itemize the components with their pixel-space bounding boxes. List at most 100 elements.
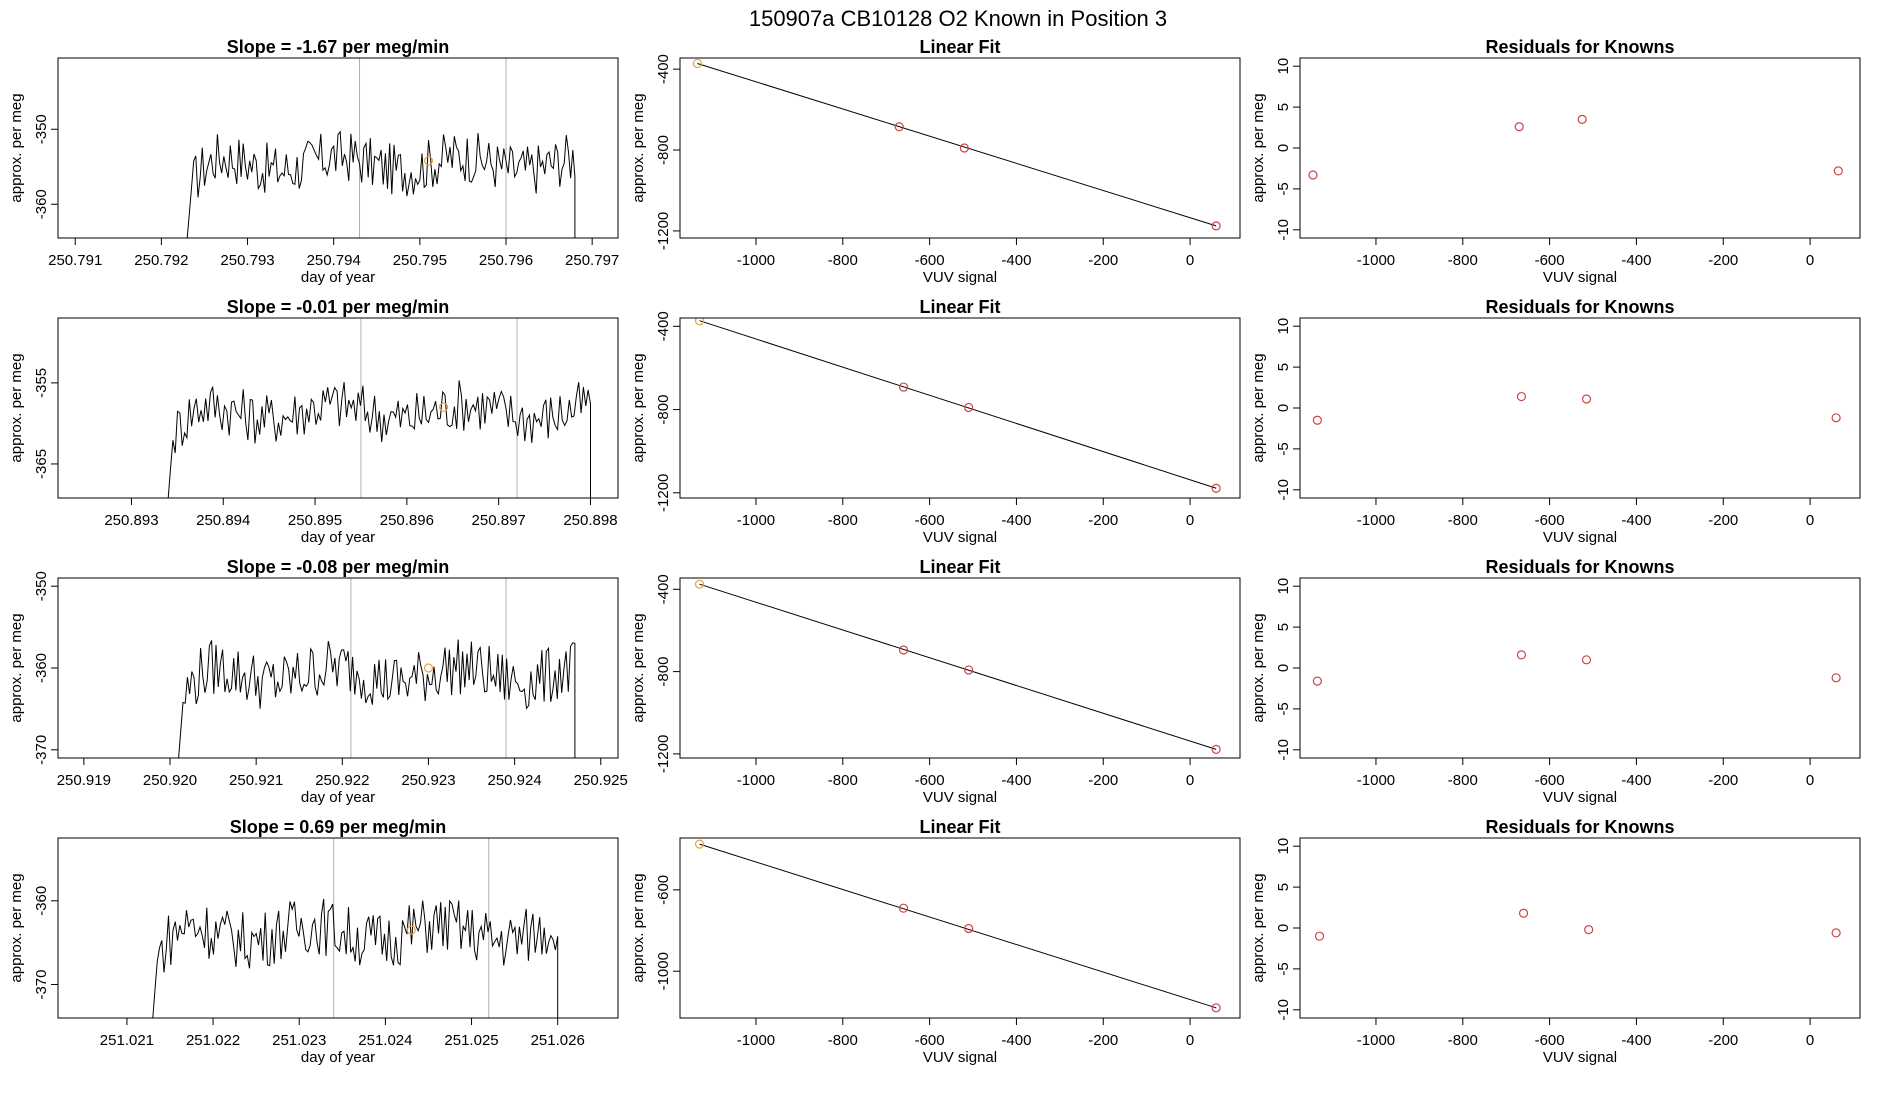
x-axis-label: VUV signal xyxy=(923,1049,997,1066)
y-axis-label: approx. per meg xyxy=(8,613,25,722)
x-tick-label: 250.923 xyxy=(401,772,455,789)
x-tick-label: -1000 xyxy=(1357,512,1395,529)
x-tick-label: 0 xyxy=(1186,252,1194,269)
x-tick-label: 250.894 xyxy=(196,512,250,529)
y-tick-label: -5 xyxy=(1275,702,1292,715)
y-axis-label: approx. per meg xyxy=(1250,93,1267,202)
x-tick-label: -200 xyxy=(1088,1032,1118,1049)
residual-point xyxy=(1516,650,1526,660)
plot-grid: Slope = -1.67 per meg/min 250.791 250.792 2… xyxy=(8,37,1861,1066)
x-tick-label: -600 xyxy=(1535,1032,1565,1049)
y-tick-label: 0 xyxy=(1275,404,1292,412)
y-axis-label: approx. per meg xyxy=(630,93,647,202)
y-tick-label: -600 xyxy=(655,875,672,905)
y-axis-label: approx. per meg xyxy=(630,353,647,462)
x-tick-label: -400 xyxy=(1621,252,1651,269)
y-tick-label: 0 xyxy=(1275,664,1292,672)
x-tick-label: 250.898 xyxy=(563,512,617,529)
y-tick-label: -370 xyxy=(33,969,50,999)
y-tick-label: -360 xyxy=(33,189,50,219)
plot-area xyxy=(694,318,1221,493)
residuals-panel-4: Residuals for Knowns-1000 -800 -600 -400 -20… xyxy=(1250,817,1861,1066)
x-axis-label: VUV signal xyxy=(1543,529,1617,546)
data-point xyxy=(692,58,702,69)
x-tick-label: -200 xyxy=(1708,1032,1738,1049)
residual-point xyxy=(1314,931,1325,941)
y-tick-label: -1200 xyxy=(655,212,672,250)
x-tick-label: -1000 xyxy=(1357,772,1395,789)
x-tick-label: -200 xyxy=(1088,512,1118,529)
x-tick-label: -1000 xyxy=(1357,252,1395,269)
x-axis-label: VUV signal xyxy=(1543,269,1617,286)
x-tick-label: 250.920 xyxy=(143,772,197,789)
x-tick-label: -400 xyxy=(1001,512,1031,529)
x-tick-label: 250.795 xyxy=(393,252,447,269)
x-tick-label: -600 xyxy=(915,772,945,789)
x-tick-label: -600 xyxy=(915,252,945,269)
x-tick-label: -800 xyxy=(1448,252,1478,269)
x-tick-label: -800 xyxy=(828,1032,858,1049)
residual-point xyxy=(1516,391,1526,402)
x-axis-label: VUV signal xyxy=(923,529,997,546)
x-tick-label: 251.025 xyxy=(444,1032,498,1049)
y-tick-label: -400 xyxy=(655,54,672,84)
y-tick-label: -360 xyxy=(33,886,50,916)
x-axis-label: VUV signal xyxy=(923,269,997,286)
linear-fit-panel-4: Linear Fit -1000 -800 -600 -400 -200 0 -600 -100… xyxy=(630,817,1241,1066)
residual-point xyxy=(1831,673,1841,683)
time-series-panel-3: Slope = -0.08 per meg/min 250.919 250.920 2… xyxy=(8,557,628,806)
y-tick-label: -355 xyxy=(33,368,50,398)
y-tick-label: -1200 xyxy=(655,474,672,512)
x-tick-label: 251.026 xyxy=(531,1032,585,1049)
x-tick-label: -400 xyxy=(1621,512,1651,529)
y-tick-label: -5 xyxy=(1275,182,1292,195)
x-tick-label: 250.893 xyxy=(104,512,158,529)
y-tick-label: -800 xyxy=(655,395,672,425)
figure-title: 150907a CB10128 O2 Known in Position 3 xyxy=(749,6,1167,31)
panel-title: Linear Fit xyxy=(919,817,1000,837)
x-tick-label: 251.023 xyxy=(272,1032,326,1049)
x-tick-label: 250.895 xyxy=(288,512,342,529)
x-tick-label: -1000 xyxy=(737,512,775,529)
data-point xyxy=(898,903,909,913)
plot-frame xyxy=(57,57,619,239)
x-tick-label: -600 xyxy=(1535,772,1565,789)
panel-title: Linear Fit xyxy=(919,557,1000,577)
fit-line xyxy=(699,320,1217,489)
x-tick-label: -200 xyxy=(1088,252,1118,269)
y-tick-label: 0 xyxy=(1275,924,1292,932)
y-tick-label: -5 xyxy=(1275,442,1292,455)
x-tick-label: 250.791 xyxy=(48,252,102,269)
y-tick-label: -350 xyxy=(33,114,50,144)
x-tick-label: 250.922 xyxy=(315,772,369,789)
x-axis-label: day of year xyxy=(301,789,375,806)
x-tick-label: 250.919 xyxy=(57,772,111,789)
plot-frame xyxy=(1299,317,1861,499)
data-point xyxy=(964,402,974,413)
y-tick-label: -400 xyxy=(655,574,672,604)
y-tick-label: -10 xyxy=(1275,479,1292,501)
plot-frame xyxy=(1299,577,1861,759)
x-tick-label: 0 xyxy=(1806,772,1814,789)
known-point-marker xyxy=(406,925,416,935)
x-tick-label: -1000 xyxy=(737,1032,775,1049)
plot-frame xyxy=(57,577,619,759)
time-series-line xyxy=(186,130,576,238)
data-point xyxy=(1211,221,1221,231)
x-tick-label: -800 xyxy=(1448,772,1478,789)
time-series-line xyxy=(178,639,576,758)
data-point xyxy=(959,143,969,153)
x-tick-label: 0 xyxy=(1806,252,1814,269)
time-series-panel-1: Slope = -1.67 per meg/min 250.791 250.792 2… xyxy=(8,37,619,286)
residual-point xyxy=(1584,925,1594,935)
y-tick-label: -1000 xyxy=(655,952,672,990)
plot-area xyxy=(692,58,1221,231)
plot-area xyxy=(694,579,1221,754)
panel-title: Residuals for Knowns xyxy=(1485,557,1674,577)
x-tick-label: -1000 xyxy=(737,772,775,789)
x-tick-label: -400 xyxy=(1621,1032,1651,1049)
x-tick-label: 250.896 xyxy=(380,512,434,529)
residual-point xyxy=(1833,166,1843,176)
x-tick-label: 250.921 xyxy=(229,772,283,789)
x-tick-label: -400 xyxy=(1001,772,1031,789)
